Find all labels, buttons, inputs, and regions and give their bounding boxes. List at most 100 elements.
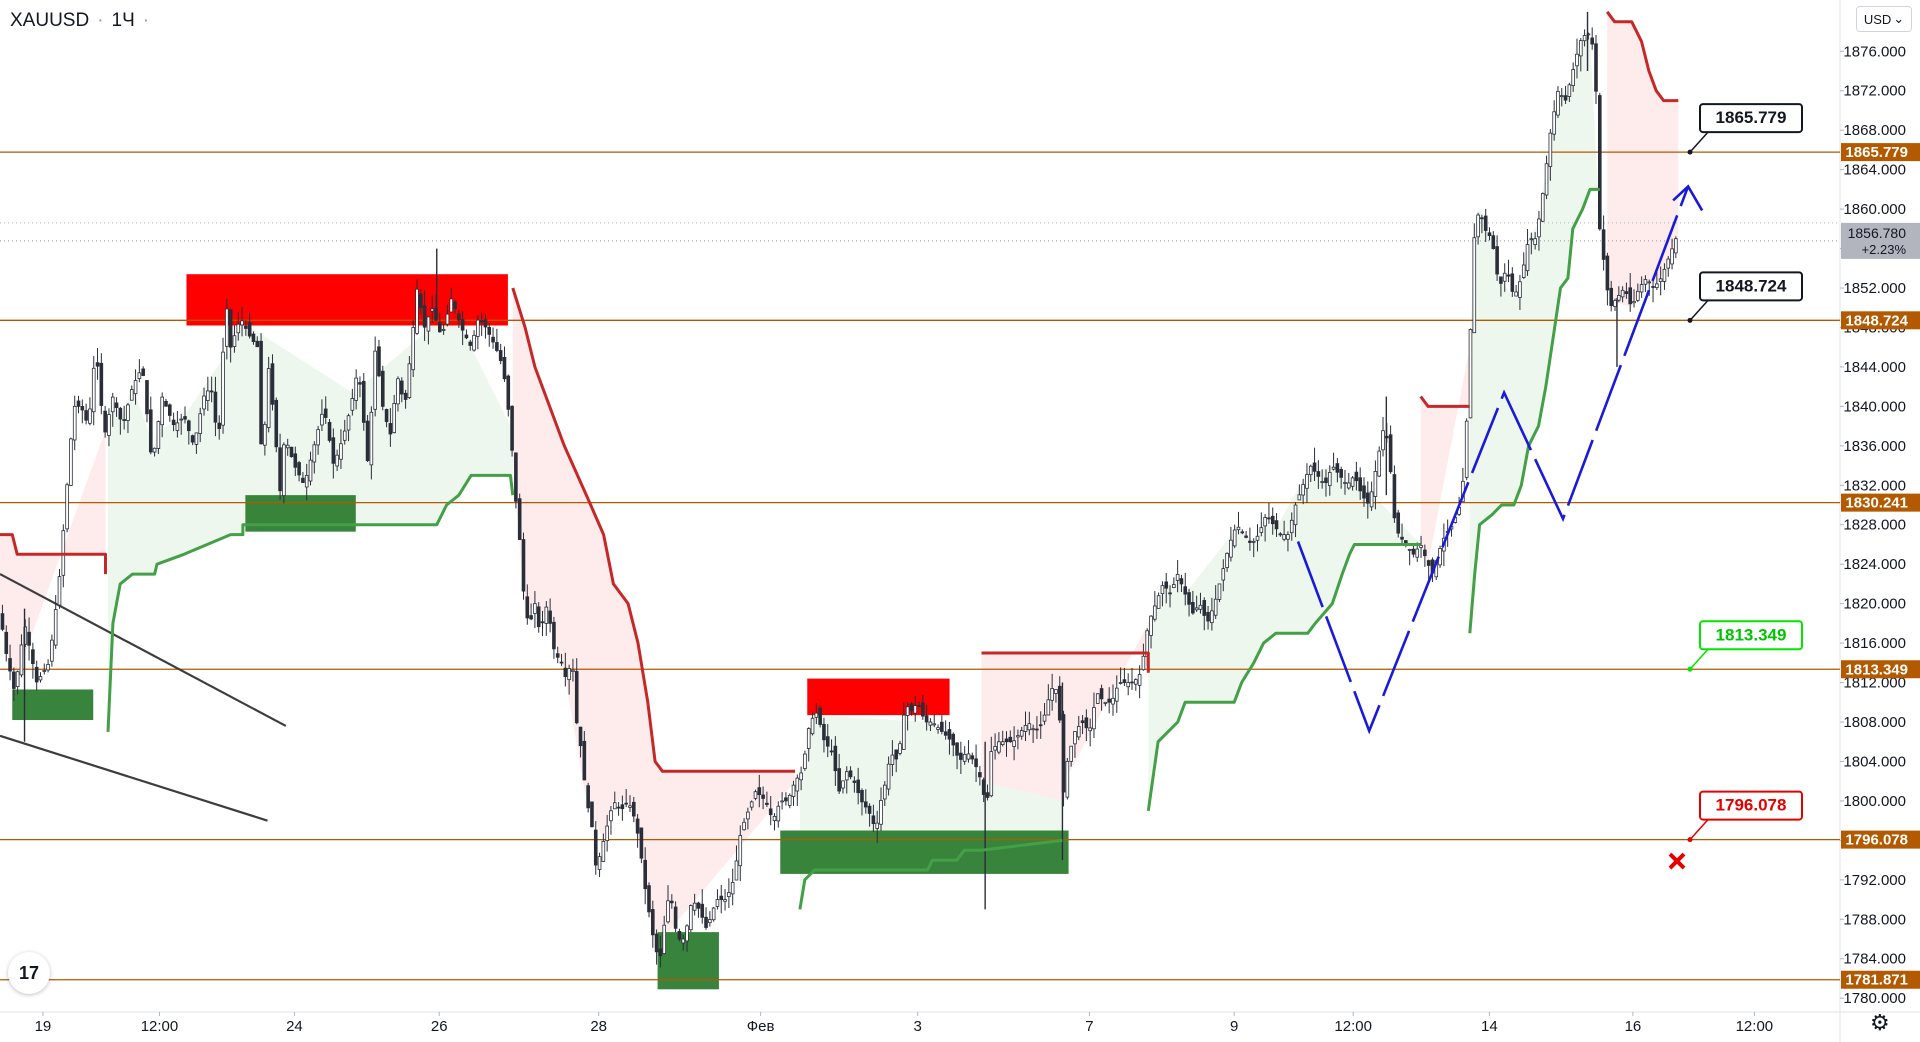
level-price-tag[interactable] — [1841, 143, 1920, 162]
candle-body — [1480, 217, 1484, 220]
candle-body — [1160, 585, 1165, 595]
candle-body — [1438, 548, 1442, 566]
level-price-tag[interactable] — [1841, 493, 1920, 512]
callout-pointer — [1689, 131, 1709, 153]
trend-lines[interactable] — [0, 573, 287, 822]
price-tick-label: 1784.000 — [1843, 951, 1906, 968]
candle-body — [651, 909, 655, 936]
gear-icon[interactable]: ⚙ — [1870, 1010, 1890, 1035]
candle-body — [1267, 517, 1271, 520]
candle-body — [571, 669, 575, 672]
candle-body — [1270, 515, 1275, 525]
trend-line[interactable] — [0, 573, 287, 727]
last-price-tag[interactable] — [1841, 222, 1920, 259]
trend-line[interactable] — [0, 734, 268, 822]
projection-path[interactable] — [1296, 184, 1704, 735]
candle-body — [438, 322, 442, 333]
currency-button[interactable]: USD ⌄ — [1856, 6, 1912, 32]
time-axis[interactable]: 19 12:00 24 26 28 Фев 3 7 9 12:00 14 16 12:00 — [35, 1012, 1774, 1035]
candle-body — [1597, 95, 1602, 230]
tradingview-logo-icon[interactable]: 17 — [8, 952, 50, 994]
price-callout-label: 1813.349 — [1716, 625, 1787, 644]
candle-body — [107, 414, 111, 436]
candle-body — [1099, 688, 1104, 700]
candle-body — [1335, 463, 1340, 473]
candle-body — [616, 806, 621, 809]
price-callout-box[interactable] — [1699, 790, 1803, 821]
price-callout-box[interactable] — [1699, 271, 1803, 302]
candle-body — [1111, 697, 1115, 705]
candle-body — [1350, 477, 1355, 487]
level-price-tag[interactable] — [1841, 311, 1920, 330]
supertrend-line-up — [798, 838, 1063, 910]
candle-body — [510, 405, 514, 451]
price-callout-box[interactable] — [1699, 620, 1803, 651]
candle-body — [1316, 471, 1321, 477]
candle-body — [263, 423, 267, 446]
price-tick-label: 1808.000 — [1843, 714, 1906, 731]
candle-body — [1198, 604, 1203, 610]
candle-body — [1373, 471, 1378, 497]
timeframe-label[interactable]: 1Ч — [111, 10, 135, 31]
candle-body — [533, 603, 537, 614]
candle-body — [1514, 291, 1518, 297]
candle-body — [784, 797, 788, 802]
candle-body — [548, 610, 552, 624]
symbol-header: XAUUSD · 1Ч · — [10, 10, 149, 32]
candle-body — [369, 411, 374, 466]
candle-body — [1305, 474, 1309, 489]
candle-body — [190, 435, 195, 443]
candle-body — [1206, 611, 1210, 622]
price-tick-label: 1836.000 — [1843, 438, 1906, 455]
price-callout-label: 1796.078 — [1716, 796, 1787, 815]
candle-body — [875, 822, 879, 829]
supertrend-fill-up — [1148, 465, 1421, 811]
candle-body — [1278, 533, 1283, 536]
candle-body — [396, 378, 400, 405]
candle-body — [692, 902, 697, 911]
candle-body — [989, 751, 994, 797]
level-price-tag[interactable] — [1841, 970, 1920, 989]
candle-body — [380, 370, 385, 407]
price-callout-label: 1865.779 — [1716, 108, 1787, 127]
candle-body — [255, 340, 260, 348]
candle-body — [1092, 707, 1096, 730]
price-tick-label: 1816.000 — [1843, 635, 1906, 652]
candle-body — [240, 320, 244, 326]
candle-body — [228, 309, 233, 348]
candle-body — [574, 671, 579, 724]
price-tick-label: 1872.000 — [1843, 83, 1906, 100]
level-price-tag[interactable] — [1841, 660, 1920, 679]
candle-body — [1248, 540, 1252, 543]
stop-cross-icon[interactable] — [1668, 852, 1686, 870]
level-price-tag[interactable] — [1841, 830, 1920, 849]
time-tick-label: 12:00 — [141, 1018, 179, 1035]
candle-body — [829, 750, 834, 753]
time-tick-label: 7 — [1085, 1018, 1093, 1035]
candle-body — [932, 723, 937, 726]
candle-body — [1023, 725, 1028, 732]
price-callouts[interactable]: 1865.779 1848.724 1813.349 1796.078 — [1668, 103, 1803, 870]
horizontal-levels[interactable] — [0, 151, 1840, 981]
candle-body — [1080, 720, 1085, 724]
level-price-label: 1848.724 — [1845, 312, 1908, 329]
price-axis[interactable]: 1876.000 1872.000 1868.000 1864.000 1860.000… — [1840, 43, 1920, 1007]
time-tick-label: 24 — [286, 1018, 303, 1035]
projection-line[interactable] — [1296, 185, 1690, 735]
candle-body — [206, 390, 210, 401]
candle-body — [1187, 592, 1191, 605]
candle-body — [419, 293, 423, 309]
candle-body — [411, 327, 415, 371]
candle-body — [1426, 560, 1431, 566]
candle-body — [137, 372, 142, 379]
candle-body — [552, 621, 556, 650]
candle-body — [297, 462, 301, 476]
price-callout-box[interactable] — [1699, 103, 1803, 134]
candle-body — [1628, 287, 1633, 305]
candle-body — [152, 447, 157, 453]
candle-body — [825, 736, 830, 747]
candle-body — [304, 475, 309, 488]
candle-body — [917, 705, 921, 708]
